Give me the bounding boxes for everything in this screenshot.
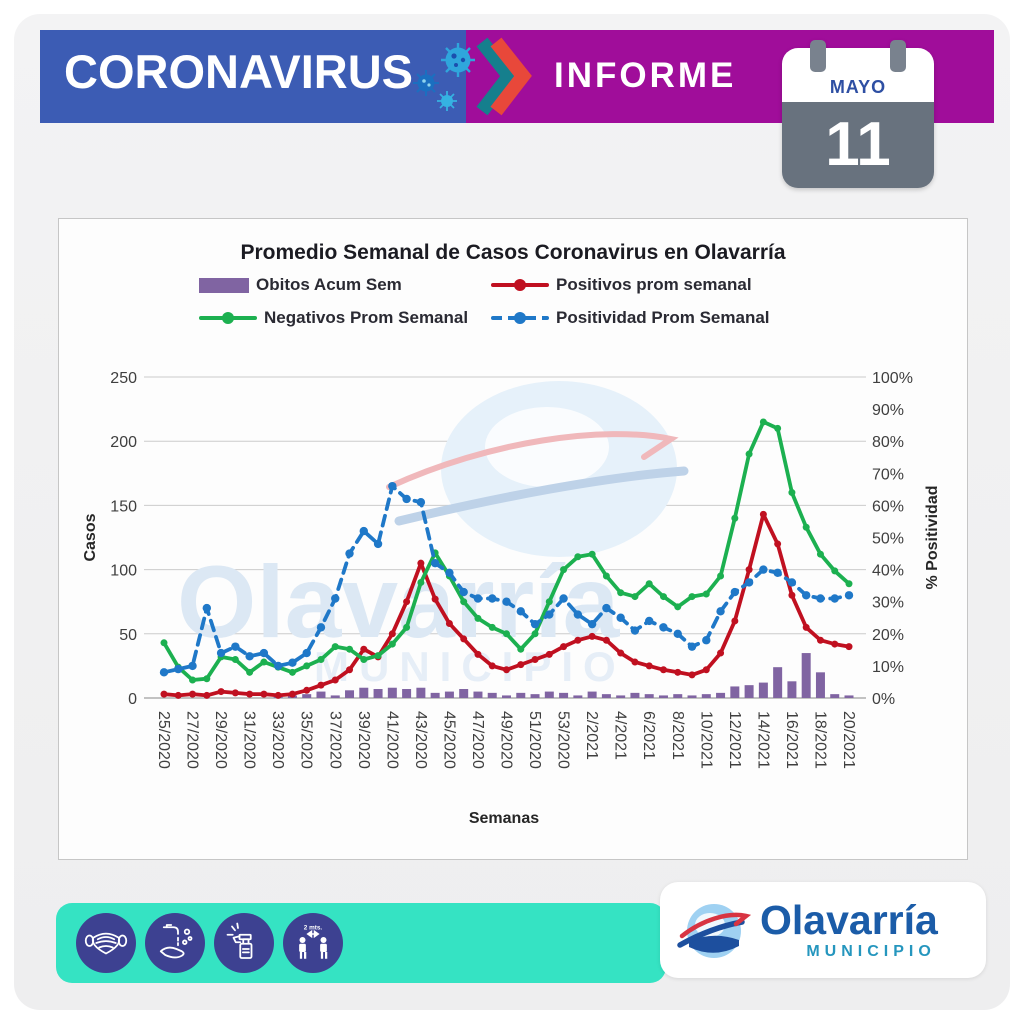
svg-text:Semanas: Semanas <box>469 810 539 827</box>
legend-label: Positividad Prom Semanal <box>556 308 770 327</box>
legend-item-negativos: Negativos Prom Semanal <box>199 308 491 328</box>
logo-subtitle: MUNICIPIO <box>806 942 936 960</box>
svg-text:30%: 30% <box>872 595 904 612</box>
svg-text:18/2021: 18/2021 <box>812 711 829 769</box>
svg-text:4/2021: 4/2021 <box>612 711 629 760</box>
svg-text:Casos: Casos <box>82 513 99 561</box>
svg-text:20/2021: 20/2021 <box>840 711 857 769</box>
chevron-right-icon <box>476 37 532 116</box>
svg-text:50: 50 <box>119 627 137 644</box>
olavarria-logo-icon <box>677 904 752 958</box>
face-mask-icon <box>76 913 136 973</box>
legend-label: Obitos Acum Sem <box>256 275 402 294</box>
distance-label: 2 mts. <box>304 925 323 932</box>
disinfectant-spray-icon <box>214 913 274 973</box>
svg-text:70%: 70% <box>872 466 904 483</box>
svg-text:20%: 20% <box>872 627 904 644</box>
svg-text:40%: 40% <box>872 563 904 580</box>
svg-text:47/2020: 47/2020 <box>469 711 486 769</box>
svg-text:41/2020: 41/2020 <box>383 711 400 769</box>
calendar-ring-icon <box>890 40 906 72</box>
chart-card: Promedio Semanal de Casos Coronavirus en… <box>58 218 968 860</box>
calendar-header: MAYO <box>782 48 934 102</box>
report-label: INFORME <box>554 56 737 95</box>
legend-item-obitos: Obitos Acum Sem <box>199 275 491 295</box>
chart-plot: 0 50 100 150 200 250 0% 10% 20% 30% 40% 50% 60% 70% 80… <box>82 370 941 827</box>
svg-text:49/2020: 49/2020 <box>498 711 515 769</box>
chart-title: Promedio Semanal de Casos Coronavirus en… <box>240 241 786 264</box>
svg-text:14/2021: 14/2021 <box>754 711 771 769</box>
prevention-icons-bar: 2 mts. <box>56 903 666 983</box>
calendar-body: 11 <box>782 102 934 188</box>
svg-text:80%: 80% <box>872 434 904 451</box>
hand-washing-icon <box>145 913 205 973</box>
legend-item-positivos: Positivos prom semanal <box>491 275 827 295</box>
svg-text:51/2020: 51/2020 <box>526 711 543 769</box>
line-swatch-icon <box>491 283 549 287</box>
svg-text:27/2020: 27/2020 <box>184 711 201 769</box>
svg-text:2/2021: 2/2021 <box>583 711 600 760</box>
svg-text:60%: 60% <box>872 498 904 515</box>
svg-text:250: 250 <box>110 370 137 387</box>
svg-text:50%: 50% <box>872 531 904 548</box>
svg-text:10%: 10% <box>872 659 904 676</box>
chart-legend: Obitos Acum Sem Positivos prom semanal N… <box>59 275 967 328</box>
municipality-logo-card: Olavarría MUNICIPIO <box>660 882 986 978</box>
virus-icon <box>413 43 475 111</box>
svg-text:200: 200 <box>110 434 137 451</box>
svg-text:6/2021: 6/2021 <box>640 711 657 760</box>
svg-text:35/2020: 35/2020 <box>298 711 315 769</box>
svg-text:29/2020: 29/2020 <box>212 711 229 769</box>
svg-text:37/2020: 37/2020 <box>326 711 343 769</box>
header-art <box>413 37 532 116</box>
svg-text:100: 100 <box>110 563 137 580</box>
svg-text:25/2020: 25/2020 <box>155 711 172 769</box>
svg-text:16/2021: 16/2021 <box>783 711 800 769</box>
svg-text:31/2020: 31/2020 <box>241 711 258 769</box>
header-blue-band: CORONAVIRUS <box>40 30 532 123</box>
svg-text:43/2020: 43/2020 <box>412 711 429 769</box>
svg-text:10/2021: 10/2021 <box>697 711 714 769</box>
svg-text:45/2020: 45/2020 <box>440 711 457 769</box>
calendar-ring-icon <box>810 40 826 72</box>
svg-text:12/2021: 12/2021 <box>726 711 743 769</box>
svg-text:0%: 0% <box>872 691 895 708</box>
svg-text:33/2020: 33/2020 <box>269 711 286 769</box>
svg-text:% Positividad: % Positividad <box>924 485 941 589</box>
svg-text:150: 150 <box>110 498 137 515</box>
svg-text:0: 0 <box>128 691 137 708</box>
calendar-month: MAYO <box>829 77 887 97</box>
social-distance-icon: 2 mts. <box>283 913 343 973</box>
svg-text:100%: 100% <box>872 370 913 387</box>
logo-name: Olavarría <box>760 897 938 944</box>
svg-text:Olavarría: Olavarría <box>177 545 621 659</box>
svg-text:8/2021: 8/2021 <box>669 711 686 760</box>
legend-label: Positivos prom semanal <box>556 275 752 294</box>
svg-text:90%: 90% <box>872 402 904 419</box>
legend-label: Negativos Prom Semanal <box>264 308 469 327</box>
svg-text:53/2020: 53/2020 <box>555 711 572 769</box>
legend-item-positividad: Positividad Prom Semanal <box>491 308 827 328</box>
line-swatch-icon <box>199 316 257 320</box>
brand-title: CORONAVIRUS <box>64 45 414 98</box>
calendar: MAYO 11 <box>782 40 934 188</box>
infographic-panel: INFORME CORONAVIRUS <box>14 14 1010 1010</box>
calendar-day: 11 <box>825 110 891 179</box>
bar-swatch-icon <box>199 277 249 293</box>
svg-text:39/2020: 39/2020 <box>355 711 372 769</box>
dashed-line-swatch-icon <box>491 316 549 320</box>
